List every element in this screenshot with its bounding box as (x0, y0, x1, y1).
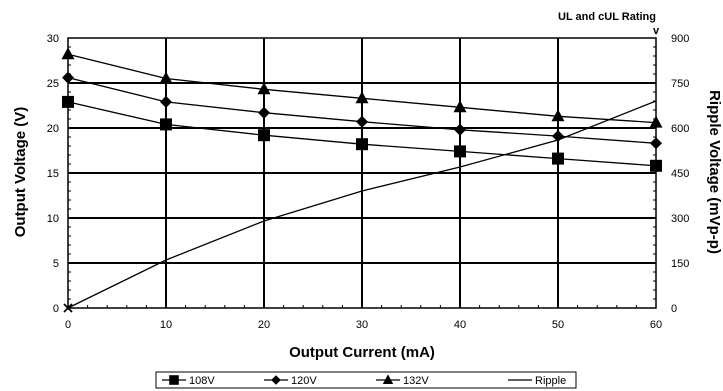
legend-item-120v: 120V (264, 375, 317, 387)
x-tick-label: 50 (552, 319, 564, 331)
y2-tick-label: 150 (671, 258, 689, 270)
y-tick-label: 10 (47, 213, 59, 225)
data-point-132v (355, 91, 369, 104)
y-tick-label: 5 (53, 258, 59, 270)
y-axis-title: Output Voltage (V) (12, 107, 29, 238)
x-tick-label: 10 (160, 319, 172, 331)
y2-tick-label: 600 (671, 123, 689, 135)
y-tick-label: 0 (53, 303, 59, 315)
y2-axis-title: Ripple Voltage (mVp-p) (706, 90, 723, 254)
legend-label: 108V (189, 375, 215, 387)
data-point-120v (356, 115, 368, 128)
rating-arrow: v (653, 25, 660, 37)
data-point-120v (454, 123, 466, 136)
y-tick-label: 25 (47, 78, 59, 90)
data-point-120v (258, 106, 270, 119)
x-axis-title: Output Current (mA) (289, 344, 435, 361)
data-point-132v (551, 109, 565, 122)
legend-box (155, 371, 577, 389)
legend-item-ripple: Ripple (508, 375, 566, 387)
data-point-108v (356, 138, 368, 151)
legend-marker (382, 374, 394, 384)
data-point-108v (552, 152, 564, 165)
rating-annotation: UL and cUL Rating (558, 11, 656, 23)
legend-label: 120V (291, 375, 317, 387)
y-tick-label: 30 (47, 33, 59, 45)
y2-tick-label: 900 (671, 33, 689, 45)
legend-marker (169, 375, 179, 385)
x-tick-label: 0 (65, 319, 71, 331)
x-tick-label: 20 (258, 319, 270, 331)
y2-tick-label: 0 (671, 303, 677, 315)
x-tick-label: 40 (454, 319, 466, 331)
legend-marker (271, 375, 281, 385)
x-tick-label: 30 (356, 319, 368, 331)
y2-tick-label: 300 (671, 213, 689, 225)
data-point-132v (159, 71, 173, 84)
data-point-132v (257, 82, 271, 95)
y2-tick-label: 450 (671, 168, 689, 180)
legend-item-108v: 108V (162, 375, 215, 387)
data-point-120v (160, 95, 172, 108)
data-point-132v (453, 100, 467, 113)
legend: 108V 120V 132V Ripple (162, 374, 566, 387)
y-tick-label: 15 (47, 168, 59, 180)
data-point-108v (160, 118, 172, 131)
series-line-ripple (67, 100, 657, 309)
y2-tick-label: 750 (671, 78, 689, 90)
data-point-108v (454, 145, 466, 158)
data-point-108v (258, 129, 270, 142)
legend-label: Ripple (535, 375, 566, 387)
legend-label: 132V (403, 375, 429, 387)
x-tick-label: 60 (650, 319, 662, 331)
legend-item-132v: 132V (376, 374, 429, 387)
grid-lines (68, 38, 656, 308)
y-tick-label: 20 (47, 123, 59, 135)
